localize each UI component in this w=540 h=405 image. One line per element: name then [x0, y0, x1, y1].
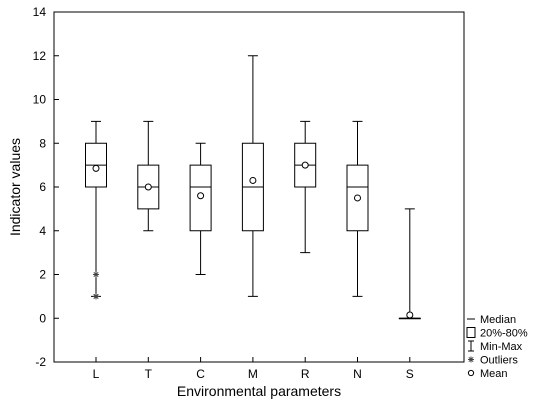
- x-tick-label: R: [301, 367, 310, 381]
- legend-outlier-symbol: [468, 356, 474, 363]
- y-tick-label: 8: [39, 136, 46, 150]
- y-tick-label: 4: [39, 224, 46, 238]
- y-tick-label: 6: [39, 180, 46, 194]
- legend-whisker-symbol: [468, 340, 474, 352]
- mean-marker: [301, 161, 309, 169]
- mean-marker: [144, 183, 152, 191]
- box-N: [346, 120, 369, 297]
- x-tick-label: S: [406, 367, 414, 381]
- mean-marker: [92, 164, 100, 172]
- y-tick-label: 10: [33, 93, 47, 107]
- box-S: [398, 208, 421, 320]
- y-tick-label: 2: [39, 268, 46, 282]
- outlier-stroke: [93, 271, 99, 278]
- box-R: [294, 120, 317, 254]
- legend-box-symbol: [466, 327, 476, 338]
- y-tick-label: -2: [35, 355, 46, 369]
- legend-item-outlier: Outliers: [468, 355, 518, 367]
- box-C: [189, 142, 212, 275]
- x-tick-label: L: [93, 367, 100, 381]
- x-tick-label: C: [196, 367, 205, 381]
- mean-marker: [406, 311, 414, 319]
- box-L: [85, 120, 107, 300]
- x-tick-label: T: [145, 367, 153, 381]
- outlier-marker: [93, 293, 99, 300]
- legend-label: Mean: [480, 368, 508, 380]
- box-M: [241, 55, 264, 297]
- x-axis-title: Environmental parameters: [177, 383, 341, 399]
- outlier-stroke: [93, 293, 99, 299]
- mean-marker: [354, 194, 361, 202]
- legend-label: 20%-80%: [480, 328, 528, 340]
- legend-mean-symbol: [467, 369, 475, 377]
- legend-outlier-stroke: [468, 356, 474, 363]
- legend-item-median: Median: [467, 314, 516, 326]
- box-T: [137, 120, 160, 232]
- y-axis-title: Indicator values: [7, 138, 23, 236]
- legend-label: Outliers: [480, 355, 518, 367]
- x-tick-label: M: [248, 367, 258, 381]
- outlier-marker: [93, 271, 99, 278]
- legend-label: Median: [480, 314, 516, 326]
- y-tick-label: 12: [33, 49, 47, 63]
- legend-item-box: 20%-80%: [466, 327, 528, 340]
- legend-item-whisker: Min-Max: [468, 340, 523, 353]
- y-tick-label: 0: [39, 311, 46, 325]
- y-axis: -2 0 2 4 6 8 10 12 14: [33, 5, 59, 369]
- mean-marker: [197, 192, 205, 200]
- box-series: [85, 55, 421, 320]
- mean-marker: [249, 176, 257, 184]
- y-tick-label: 14: [33, 5, 47, 19]
- x-tick-label: N: [353, 367, 362, 381]
- legend-label: Min-Max: [480, 341, 523, 353]
- legend-item-mean: Mean: [467, 368, 508, 380]
